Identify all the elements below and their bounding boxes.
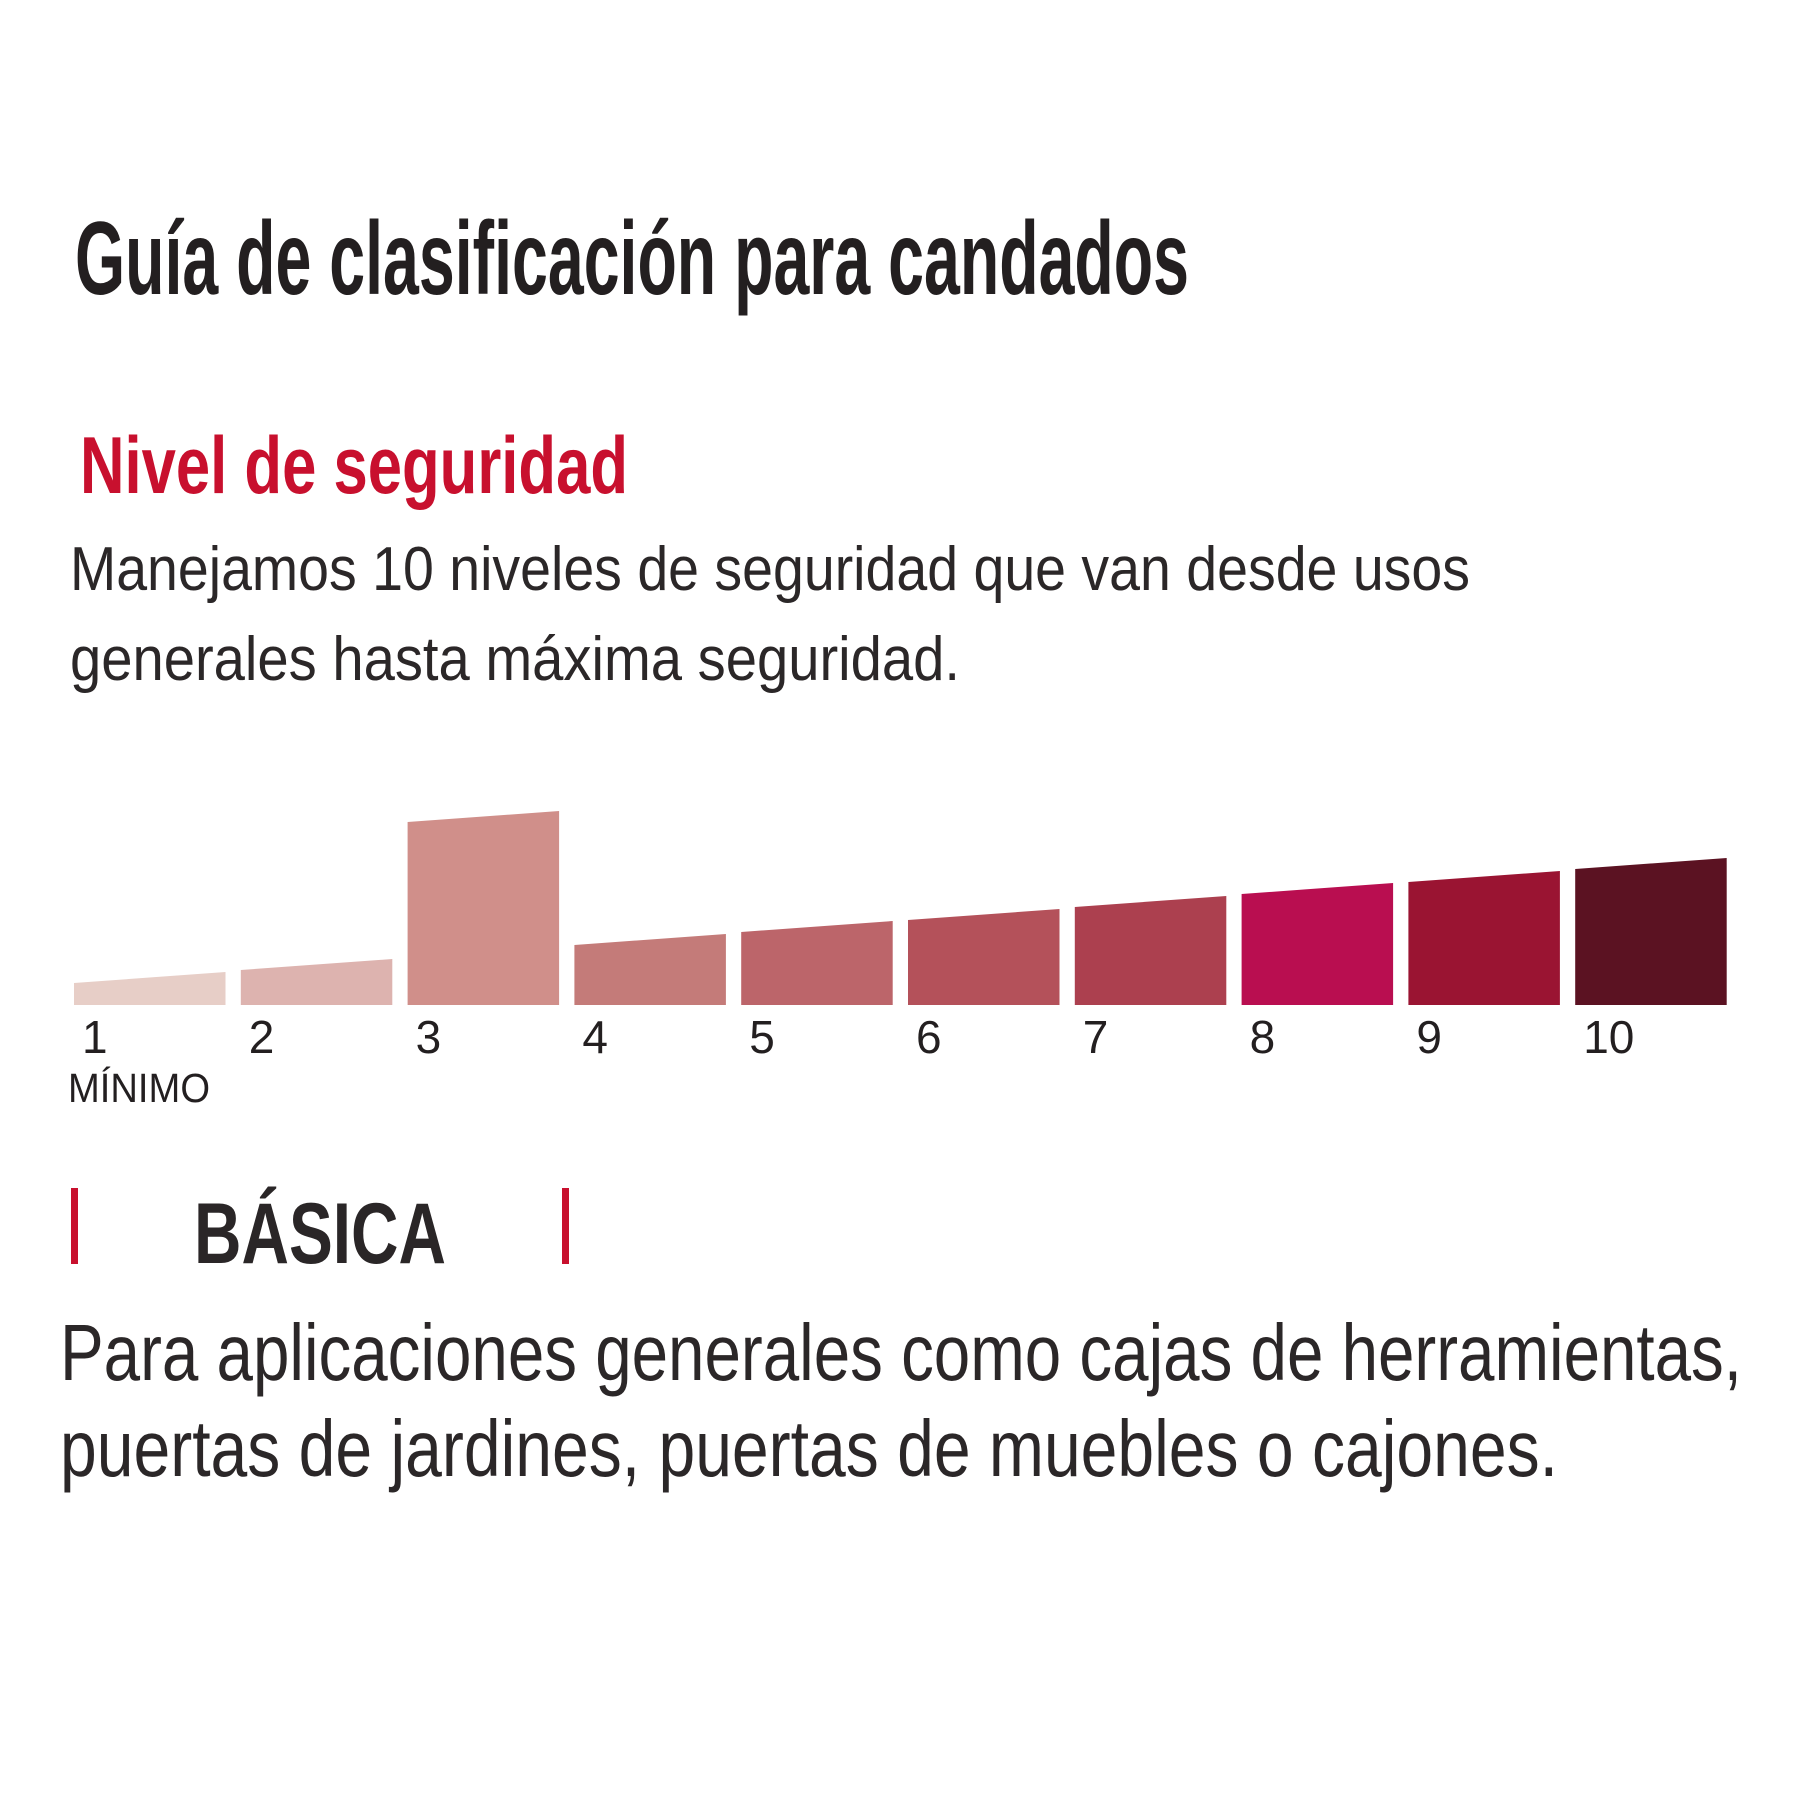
security-level-heading: Nivel de seguridad xyxy=(80,421,628,511)
category-right-tick xyxy=(562,1188,569,1264)
security-level-number-8: 8 xyxy=(1250,1011,1276,1063)
security-level-number-3: 3 xyxy=(416,1011,442,1063)
security-level-bar-4 xyxy=(574,934,726,1005)
category-label: BÁSICA xyxy=(194,1186,446,1282)
category-description-line-1: Para aplicaciones generales como cajas d… xyxy=(60,1308,1742,1397)
security-level-number-2: 2 xyxy=(249,1011,275,1063)
page-title: Guía de clasificación para candados xyxy=(75,201,1189,317)
security-level-bar-3 xyxy=(407,811,560,1005)
security-level-number-6: 6 xyxy=(916,1011,942,1063)
security-level-bar-chart xyxy=(74,811,1727,1005)
security-level-number-4: 4 xyxy=(582,1011,608,1063)
security-level-bar-9 xyxy=(1408,871,1560,1005)
security-level-bar-6 xyxy=(908,909,1060,1005)
security-level-bar-10 xyxy=(1575,858,1727,1005)
security-level-bar-8 xyxy=(1241,883,1394,1005)
security-level-bar-5 xyxy=(741,921,893,1005)
security-level-bar-2 xyxy=(240,959,393,1005)
security-level-number-9: 9 xyxy=(1416,1011,1442,1063)
security-level-bar-7 xyxy=(1074,896,1227,1005)
security-level-number-5: 5 xyxy=(749,1011,775,1063)
security-level-bar-1 xyxy=(74,972,226,1005)
minimum-label: MÍNIMO xyxy=(68,1065,210,1111)
security-level-number-1: 1 xyxy=(82,1011,108,1063)
security-description-line-2: generales hasta máxima seguridad. xyxy=(70,625,960,694)
security-level-number-10: 10 xyxy=(1583,1011,1634,1063)
security-description-line-1: Manejamos 10 niveles de seguridad que va… xyxy=(70,535,1470,604)
category-description-line-2: puertas de jardines, puertas de muebles … xyxy=(60,1404,1558,1493)
category-left-tick xyxy=(71,1188,78,1264)
security-level-number-7: 7 xyxy=(1083,1011,1109,1063)
security-level-axis-labels: 1 2 3 4 5 6 7 8 9 10 xyxy=(82,1011,1634,1063)
